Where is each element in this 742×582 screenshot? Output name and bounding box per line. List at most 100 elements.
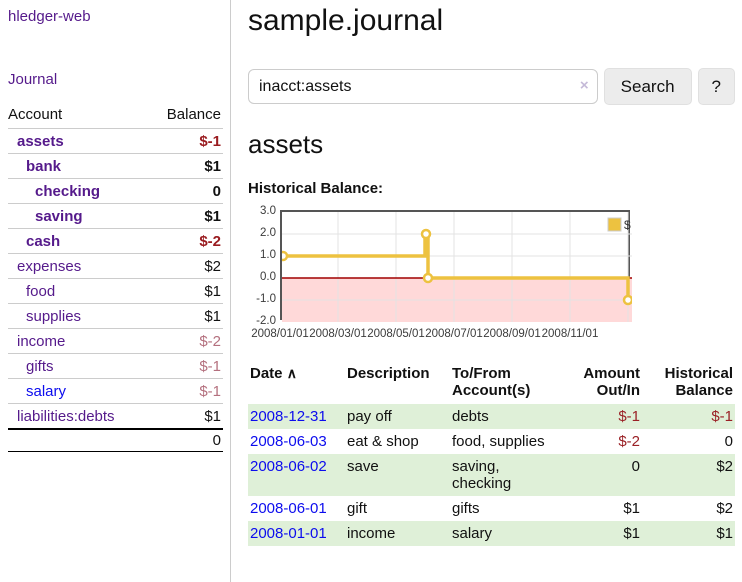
accounts-total-row: 0 xyxy=(8,428,223,452)
transaction-amount: 0 xyxy=(631,458,640,475)
account-balance: $1 xyxy=(204,282,221,300)
x-tick: 2008/05/01 xyxy=(367,328,425,340)
account-balance: $-2 xyxy=(199,232,221,250)
main-content: sample.journal × Search ? assets Histori… xyxy=(248,0,735,546)
account-row-cash[interactable]: cash $-2 xyxy=(8,228,223,253)
x-tick: 2008/09/01 xyxy=(483,328,541,340)
y-tick: -1.0 xyxy=(256,293,276,305)
transaction-row[interactable]: 2008-01-01 income salary $1 $1 xyxy=(248,521,735,546)
x-tick: 2008/03/01 xyxy=(309,328,367,340)
account-row-supplies[interactable]: supplies $1 xyxy=(8,303,223,328)
x-tick: 2008/07/01 xyxy=(425,328,483,340)
data-points xyxy=(277,228,634,306)
chart-label: Historical Balance: xyxy=(248,180,384,197)
transaction-date-link[interactable]: 2008-06-02 xyxy=(250,458,327,475)
transaction-balance: $2 xyxy=(716,500,733,517)
balance-column-header: Historical Balance xyxy=(664,365,733,399)
transaction-description: pay off xyxy=(347,408,392,425)
account-link[interactable]: liabilities:debts xyxy=(17,407,115,425)
transaction-date-link[interactable]: 2008-06-03 xyxy=(250,433,327,450)
x-tick: 2008/11/01 xyxy=(541,328,599,340)
search-input[interactable] xyxy=(248,69,598,104)
account-column-header: Account xyxy=(8,106,63,123)
account-title: assets xyxy=(248,129,324,159)
accounts-column-header: To/From Account(s) xyxy=(452,365,531,399)
account-row-food[interactable]: food $1 xyxy=(8,278,223,303)
transaction-accounts: gifts xyxy=(452,500,480,517)
date-column-header[interactable]: Date ∧ xyxy=(248,364,345,404)
transaction-row[interactable]: 2008-06-03 eat & shop food, supplies $-2… xyxy=(248,429,735,454)
account-link[interactable]: income xyxy=(17,332,66,350)
transaction-description: save xyxy=(347,458,379,475)
account-balance: $-1 xyxy=(199,382,221,400)
account-link[interactable]: salary xyxy=(26,382,67,400)
transaction-date-link[interactable]: 2008-06-01 xyxy=(250,500,327,517)
account-balance: $-1 xyxy=(199,357,221,375)
accounts-total-value: 0 xyxy=(212,432,221,449)
account-row-checking[interactable]: checking 0 xyxy=(8,178,223,203)
legend-swatch xyxy=(607,217,622,232)
sidebar-item-journal[interactable]: Journal xyxy=(8,71,58,88)
account-link[interactable]: saving xyxy=(35,207,83,225)
register-header-row: Date ∧ Description To/From Account(s) Am… xyxy=(248,364,735,404)
transaction-balance: $1 xyxy=(716,525,733,542)
account-link[interactable]: cash xyxy=(26,232,61,250)
clear-search-icon[interactable]: × xyxy=(579,77,589,94)
balance-column-header: Balance xyxy=(166,106,221,123)
brand-link[interactable]: hledger-web xyxy=(8,8,91,25)
transaction-accounts: debts xyxy=(452,408,489,425)
transaction-row[interactable]: 2008-06-01 gift gifts $1 $2 xyxy=(248,496,735,521)
transaction-amount: $-1 xyxy=(618,408,640,425)
account-link[interactable]: supplies xyxy=(26,307,82,325)
help-button[interactable]: ? xyxy=(697,68,735,105)
transaction-balance: $-1 xyxy=(711,408,733,425)
account-row-gifts[interactable]: gifts $-1 xyxy=(8,353,223,378)
y-tick: -2.0 xyxy=(256,315,276,327)
transaction-balance: 0 xyxy=(724,433,733,450)
transaction-balance: $2 xyxy=(716,458,733,475)
account-link[interactable]: assets xyxy=(17,132,64,150)
account-row-saving[interactable]: saving $1 xyxy=(8,203,223,228)
account-row-assets[interactable]: assets $-1 xyxy=(8,128,223,153)
transaction-row[interactable]: 2008-12-31 pay off debts $-1 $-1 xyxy=(248,404,735,429)
account-link[interactable]: food xyxy=(26,282,56,300)
accounts-table-header: Account Balance xyxy=(8,103,223,128)
y-tick: 1.0 xyxy=(260,249,276,261)
transaction-accounts: salary xyxy=(452,525,493,542)
transaction-amount: $1 xyxy=(623,500,640,517)
account-link[interactable]: bank xyxy=(26,157,62,175)
chart-plot-area: $ xyxy=(277,210,634,322)
transaction-row[interactable]: 2008-06-02 save saving, checking 0 $2 xyxy=(248,454,735,496)
x-tick: 2008/01/01 xyxy=(251,328,309,340)
account-link[interactable]: gifts xyxy=(26,357,54,375)
transaction-date-link[interactable]: 2008-01-01 xyxy=(250,525,327,542)
account-balance: $1 xyxy=(204,207,221,225)
account-balance: 0 xyxy=(212,182,221,200)
description-column-header: Description xyxy=(347,365,430,382)
legend-label: $ xyxy=(624,218,631,232)
search-box: × xyxy=(248,69,598,104)
accounts-table: Account Balance assets $-1 bank $1 check… xyxy=(8,103,223,452)
account-row-salary[interactable]: salary $-1 xyxy=(8,378,223,403)
account-link[interactable]: checking xyxy=(35,182,101,200)
chart-canvas: $ xyxy=(277,212,634,322)
search-button[interactable]: Search xyxy=(603,68,692,105)
transaction-description: eat & shop xyxy=(347,433,419,450)
transaction-amount: $1 xyxy=(623,525,640,542)
account-link[interactable]: expenses xyxy=(17,257,82,275)
transaction-description: income xyxy=(347,525,396,542)
account-row-bank[interactable]: bank $1 xyxy=(8,153,223,178)
transaction-description: gift xyxy=(347,500,368,517)
account-row-liabilities-debts[interactable]: liabilities:debts $1 xyxy=(8,403,223,428)
y-tick: 0.0 xyxy=(260,271,276,283)
search-form: × Search ? xyxy=(248,68,735,105)
account-balance: $1 xyxy=(204,307,221,325)
transaction-accounts: saving, checking xyxy=(452,458,512,492)
transaction-date-link[interactable]: 2008-12-31 xyxy=(250,408,327,425)
sort-ascending-icon: ∧ xyxy=(286,365,297,381)
account-row-expenses[interactable]: expenses $2 xyxy=(8,253,223,278)
historical-balance-chart: 3.0 2.0 1.0 0.0 -1.0 -2.0 xyxy=(248,202,735,348)
account-row-income[interactable]: income $-2 xyxy=(8,328,223,353)
amount-column-header: Amount Out/In xyxy=(583,365,640,399)
chart-legend: $ xyxy=(607,217,631,232)
